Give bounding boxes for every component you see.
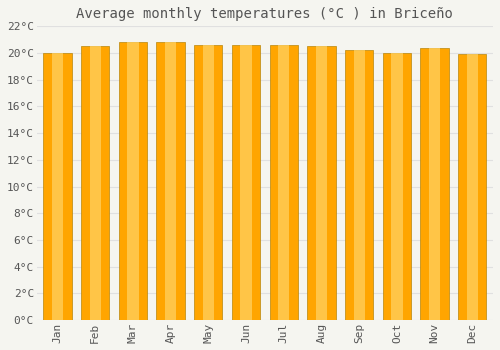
Bar: [52, 53, 63, 320]
Bar: [194, 45, 222, 320]
Bar: [90, 46, 101, 320]
Bar: [81, 46, 110, 320]
Bar: [466, 54, 478, 320]
Bar: [118, 42, 147, 320]
Bar: [44, 53, 72, 320]
Bar: [308, 46, 336, 320]
Bar: [165, 42, 176, 320]
Bar: [270, 45, 298, 320]
Bar: [240, 45, 252, 320]
Title: Average monthly temperatures (°C ) in Briceño: Average monthly temperatures (°C ) in Br…: [76, 7, 454, 21]
Bar: [458, 54, 486, 320]
Bar: [127, 42, 138, 320]
Bar: [354, 50, 365, 320]
Bar: [202, 45, 214, 320]
Bar: [232, 45, 260, 320]
Bar: [156, 42, 184, 320]
Bar: [382, 53, 411, 320]
Bar: [345, 50, 374, 320]
Bar: [278, 45, 289, 320]
Bar: [420, 48, 448, 320]
Bar: [316, 46, 327, 320]
Bar: [391, 53, 402, 320]
Bar: [429, 48, 440, 320]
